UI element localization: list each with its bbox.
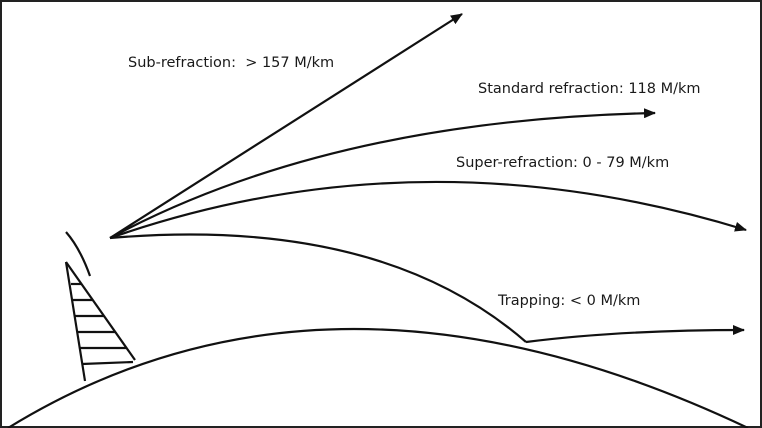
- standard-refraction-ray: [109, 108, 656, 239]
- super-refraction-ray: [109, 180, 747, 240]
- antenna-tower: [64, 231, 136, 382]
- sub-refraction-label: Sub-refraction: > 157 M/km: [128, 55, 334, 71]
- ducted-ray: [525, 325, 745, 344]
- sub-refraction-ray: [109, 13, 463, 239]
- trapping-label: Trapping: < 0 M/km: [497, 293, 640, 309]
- trapping-ray: [109, 233, 527, 343]
- earth-surface: [7, 328, 749, 428]
- standard-refraction-label: Standard refraction: 118 M/km: [478, 81, 701, 97]
- super-refraction-label: Super-refraction: 0 - 79 M/km: [456, 155, 669, 171]
